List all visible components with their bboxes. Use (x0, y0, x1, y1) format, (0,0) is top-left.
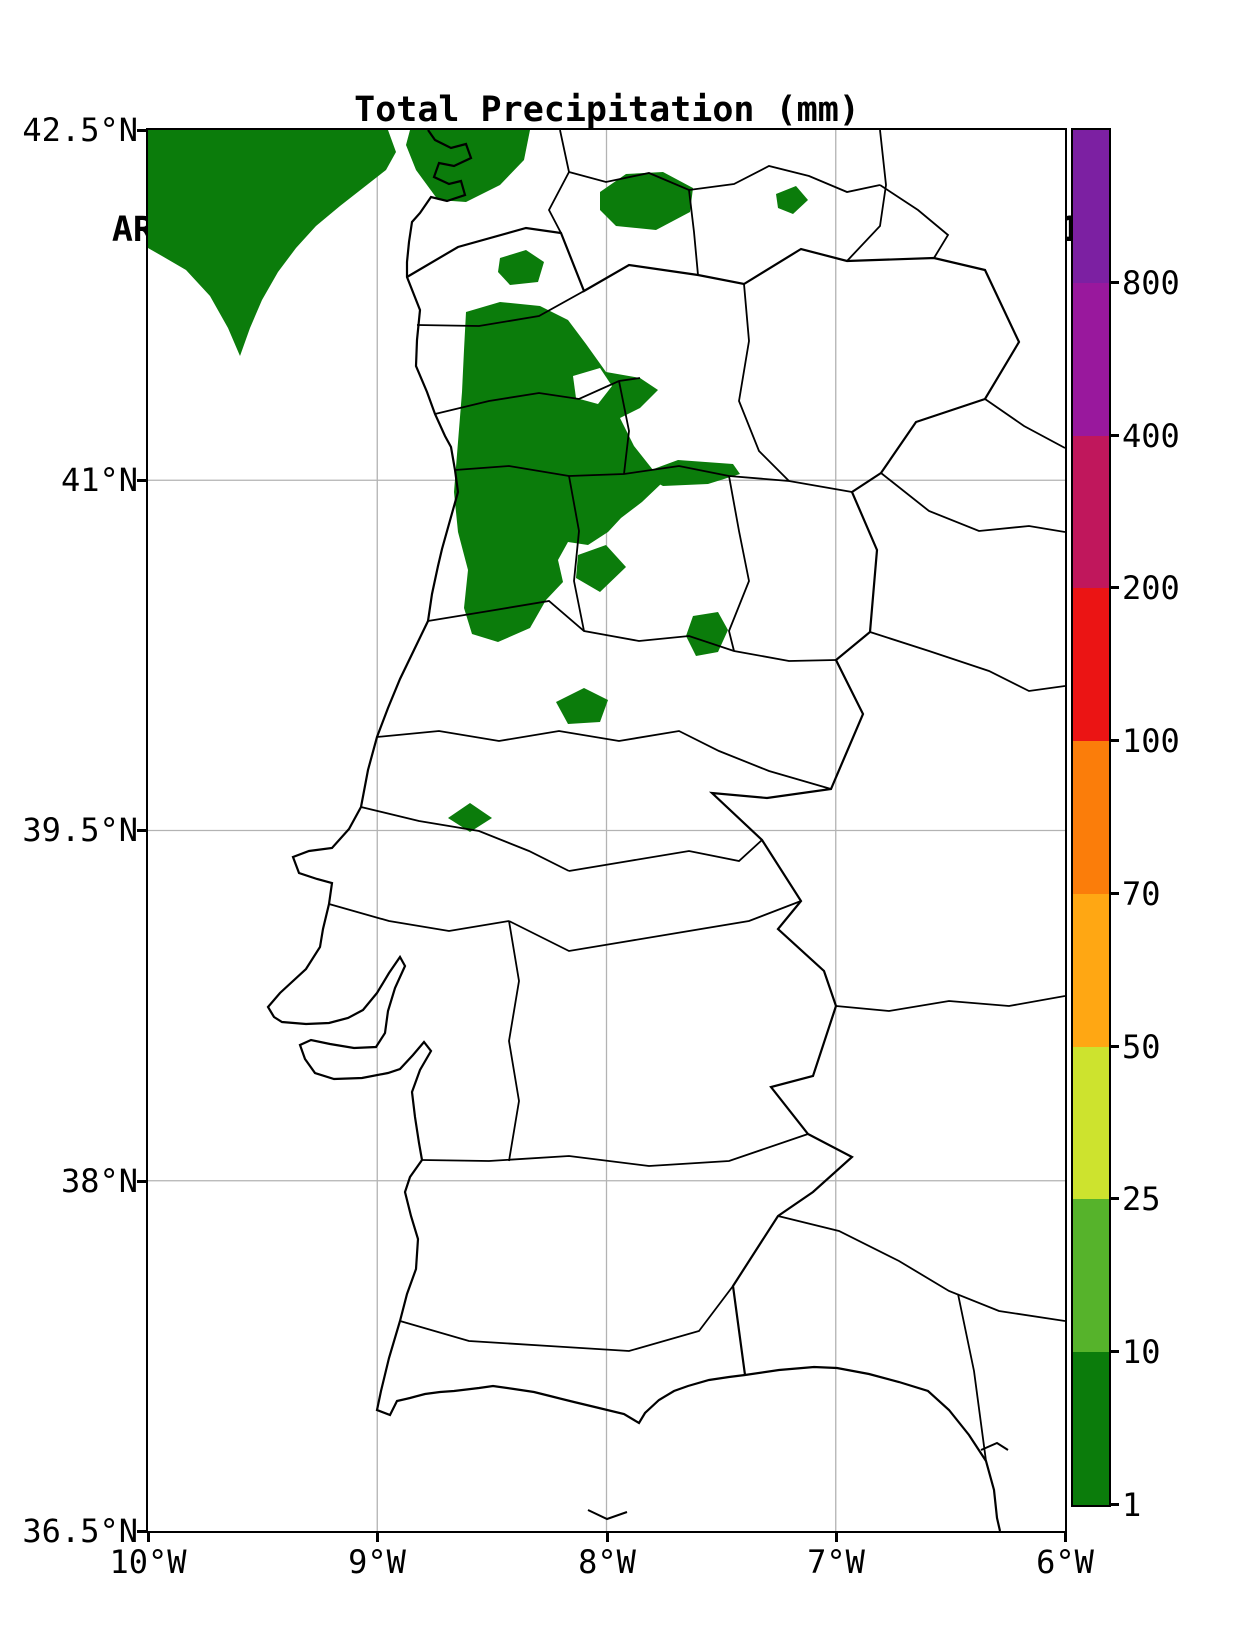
precip-area (448, 803, 492, 832)
colorbar-segment (1073, 1046, 1109, 1200)
colorbar-tick (1111, 739, 1119, 742)
admin-boundary (869, 631, 1065, 692)
colorbar-tick (1111, 586, 1119, 589)
colorbar-tick (1111, 892, 1119, 895)
precip-area (576, 545, 626, 592)
admin-boundary (547, 130, 570, 234)
admin-boundary (984, 398, 1065, 449)
colorbar (1071, 128, 1111, 1507)
coastline-fragment (980, 1441, 1009, 1451)
admin-boundary (835, 995, 1065, 1012)
x-tick-label: 6°W (1036, 1543, 1094, 1581)
precip-area (498, 250, 544, 285)
precip-area (640, 460, 740, 486)
x-tick-label: 9°W (348, 1543, 406, 1581)
admin-boundary (688, 189, 699, 276)
y-tick-label: 41°N (60, 461, 138, 499)
admin-boundary (434, 377, 641, 415)
colorbar-segment (1073, 588, 1109, 742)
admin-boundary (568, 165, 881, 193)
colorbar-tick (1111, 281, 1119, 284)
colorbar-tick (1111, 1350, 1119, 1353)
axis-tick (376, 1533, 379, 1542)
precip-area (600, 172, 693, 230)
map-area (146, 128, 1067, 1533)
colorbar-segment (1073, 1199, 1109, 1353)
precip-layer (148, 130, 808, 832)
colorbar-label: 70 (1122, 875, 1161, 913)
admin-boundary (728, 475, 750, 652)
colorbar-segment (1073, 1352, 1109, 1505)
y-tick-label: 39.5°N (22, 811, 138, 849)
admin-boundary (957, 1293, 987, 1462)
axis-tick (147, 1533, 150, 1542)
y-tick-label: 42.5°N (22, 111, 138, 149)
admin-boundary (508, 900, 802, 952)
admin-boundary (618, 380, 630, 475)
admin-boundary (328, 903, 510, 932)
colorbar-label: 200 (1122, 569, 1180, 607)
colorbar-segment (1073, 129, 1109, 283)
colorbar-segment (1073, 435, 1109, 589)
admin-boundary (777, 1215, 1065, 1322)
colorbar-label: 1 (1122, 1486, 1142, 1524)
admin-boundary (427, 600, 837, 662)
colorbar-segment (1073, 282, 1109, 436)
admin-boundary (879, 184, 950, 259)
admin-boundary (399, 1285, 734, 1352)
grid (148, 130, 1065, 1531)
map-svg (148, 130, 1065, 1531)
precip-area (556, 688, 608, 724)
precip-area (406, 130, 530, 202)
x-tick-label: 7°W (807, 1543, 865, 1581)
axis-tick (835, 1533, 838, 1542)
admin-boundaries (328, 130, 1065, 1462)
colorbar-label: 800 (1122, 264, 1180, 302)
axis-tick (1064, 1533, 1067, 1542)
axis-tick (137, 129, 146, 132)
colorbar-segment (1073, 893, 1109, 1047)
chart-title: Total Precipitation (mm) (354, 90, 860, 130)
y-tick-label: 36.5°N (22, 1512, 138, 1550)
precip-area (776, 186, 808, 214)
precip-hole (573, 368, 612, 404)
colorbar-label: 50 (1122, 1028, 1161, 1066)
coastline-fragment (587, 1509, 628, 1521)
colorbar-tick (1111, 434, 1119, 437)
colorbar-label: 10 (1122, 1333, 1161, 1371)
axis-tick (137, 1530, 146, 1533)
y-tick-label: 38°N (60, 1162, 138, 1200)
admin-boundary (421, 1133, 809, 1167)
line-layer (266, 130, 1065, 1531)
admin-boundary (416, 290, 585, 327)
precip-area (148, 130, 396, 356)
admin-boundary (360, 806, 570, 872)
x-tick-label: 10°W (109, 1543, 187, 1581)
admin-boundary (508, 920, 520, 1162)
admin-boundary (568, 475, 585, 632)
axis-tick (137, 1180, 146, 1183)
x-tick-label: 8°W (578, 1543, 636, 1581)
colorbar-tick (1111, 1045, 1119, 1048)
coastline (266, 130, 1002, 1531)
admin-boundary (568, 839, 763, 872)
colorbar-label: 25 (1122, 1180, 1161, 1218)
admin-boundary (376, 730, 832, 790)
axis-tick (137, 479, 146, 482)
admin-boundary (880, 472, 1065, 533)
colorbar-label: 100 (1122, 722, 1180, 760)
admin-boundary (738, 283, 790, 482)
axis-tick (137, 829, 146, 832)
axis-tick (606, 1533, 609, 1542)
colorbar-tick (1111, 1197, 1119, 1200)
admin-boundary (846, 130, 887, 262)
colorbar-tick (1111, 1503, 1119, 1506)
colorbar-label: 400 (1122, 417, 1180, 455)
admin-boundary (454, 465, 853, 493)
precip-area (686, 612, 728, 656)
colorbar-segment (1073, 741, 1109, 894)
